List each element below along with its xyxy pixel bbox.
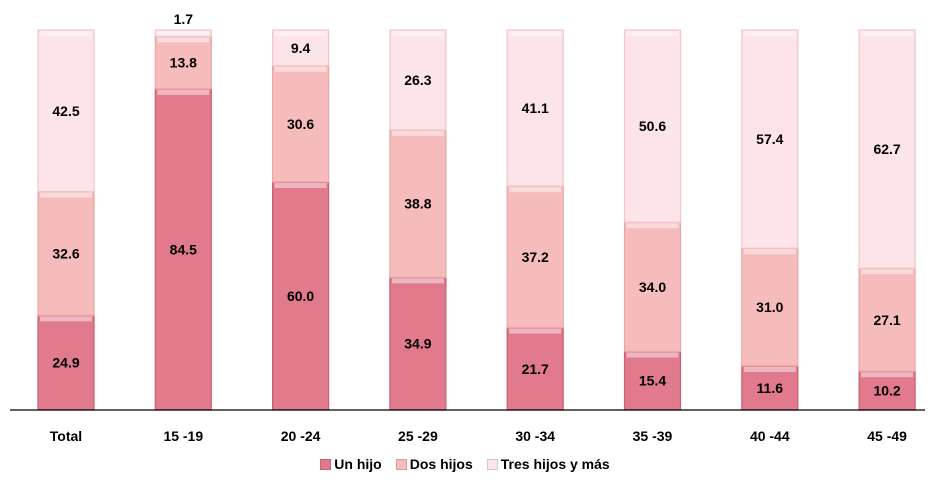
bar-highlight [861, 269, 914, 275]
data-label: 30.6 [287, 116, 314, 132]
data-label: 37.2 [522, 249, 549, 265]
data-label: 9.4 [291, 40, 311, 56]
legend-item-un-hijo: Un hijo [320, 456, 382, 472]
bar-segment [858, 267, 916, 372]
bar-segment [623, 350, 682, 411]
bar-highlight [157, 31, 210, 36]
bar-highlight [157, 37, 210, 43]
legend: Un hijo Dos hijos Tres hijos y más [0, 456, 930, 472]
x-tick-label: 35 -39 [633, 428, 673, 444]
bar-segment [623, 29, 682, 223]
legend-label: Tres hijos y más [500, 456, 610, 472]
x-tick-label: 25 -29 [398, 428, 438, 444]
data-label: 1.7 [174, 11, 194, 27]
bar-segment [154, 88, 212, 411]
bar-segment [37, 190, 95, 316]
data-label: 60.0 [287, 288, 314, 304]
data-label: 57.4 [756, 131, 783, 147]
bar-highlight [626, 352, 679, 358]
legend-item-dos-hijos: Dos hijos [395, 456, 473, 472]
bar-segment [272, 65, 330, 183]
x-tick-label: Total [50, 428, 82, 444]
data-label: 38.8 [404, 196, 431, 212]
x-tick-label: 15 -19 [163, 428, 203, 444]
bar-segment [389, 29, 447, 131]
bar-segment [37, 314, 95, 411]
data-label: 32.6 [52, 245, 79, 261]
bar-segment [506, 185, 564, 329]
bar-highlight [509, 187, 562, 193]
data-label: 27.1 [873, 312, 900, 328]
bar-highlight [40, 316, 92, 322]
bar-segment [272, 181, 330, 411]
x-tick-label: 45 -49 [867, 428, 907, 444]
bar-segment [623, 221, 682, 353]
data-label: 21.7 [522, 361, 549, 377]
bar-segment [741, 29, 799, 249]
legend-label: Dos hijos [409, 456, 473, 472]
bar-highlight [391, 130, 444, 136]
bar-highlight [626, 223, 679, 229]
data-label: 15.4 [639, 373, 666, 389]
data-label: 34.9 [404, 336, 431, 352]
data-label: 11.6 [757, 380, 784, 396]
data-label: 26.3 [404, 72, 431, 88]
bar-segment [389, 276, 447, 411]
bar-segment [506, 326, 564, 411]
bar-highlight [743, 249, 796, 255]
data-label: 42.5 [52, 103, 79, 119]
bar-highlight [157, 89, 210, 95]
legend-swatch [395, 458, 407, 470]
data-label: 31.0 [756, 299, 783, 315]
x-tick-label: 20 -24 [281, 428, 321, 444]
data-label: 13.8 [170, 55, 197, 71]
bar-segment [858, 29, 916, 269]
data-label: 10.2 [873, 383, 900, 399]
bar-highlight [509, 328, 562, 334]
bar-segment [389, 129, 447, 278]
bar-highlight [40, 192, 92, 198]
legend-label: Un hijo [334, 456, 382, 472]
x-tick-label: 30 -34 [515, 428, 555, 444]
bar-highlight [40, 31, 92, 36]
bar-highlight [861, 31, 914, 36]
bar-highlight [509, 31, 562, 36]
bar-highlight [274, 66, 327, 72]
bar-highlight [274, 183, 327, 188]
legend-item-tres-hijos: Tres hijos y más [486, 456, 610, 472]
bar-highlight [861, 372, 914, 378]
bar-segment [272, 29, 330, 67]
data-label: 50.6 [639, 118, 666, 134]
bar-segment [37, 29, 95, 193]
bar-highlight [743, 366, 796, 372]
x-tick-label: 40 -44 [750, 428, 790, 444]
data-label: 41.1 [522, 100, 549, 116]
data-label: 24.9 [52, 355, 79, 371]
bar-highlight [743, 31, 796, 36]
bar-segment [154, 35, 212, 90]
bar-segment [154, 29, 212, 38]
data-label: 84.5 [170, 241, 197, 257]
bar-highlight [391, 278, 444, 284]
bar-highlight [626, 31, 679, 36]
bar-highlight [391, 31, 444, 36]
data-label: 34.0 [639, 279, 666, 295]
data-label: 62.7 [873, 141, 900, 157]
legend-swatch [486, 458, 498, 470]
bar-segment [506, 29, 564, 187]
legend-swatch [320, 458, 332, 470]
bar-highlight [274, 31, 327, 36]
